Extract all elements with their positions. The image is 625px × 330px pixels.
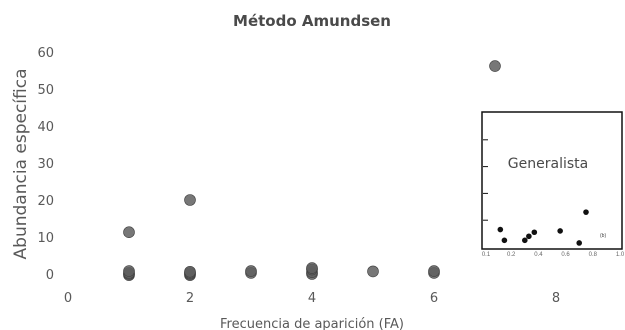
inset-x-tick-label: 0.2 xyxy=(507,252,516,258)
inset-data-point xyxy=(526,233,532,240)
inset-x-tick-label: 0.6 xyxy=(561,252,570,258)
data-point xyxy=(123,226,135,238)
x-tick-label: 8 xyxy=(552,291,560,306)
main-tick-labels: 0 10 20 30 40 50 60 0 2 4 6 8 xyxy=(37,46,560,306)
inset-x-tick-label: 1.0 xyxy=(616,252,625,258)
y-axis-label: Abundancia específica xyxy=(11,69,31,260)
data-point xyxy=(367,265,379,278)
inset-scatter-points xyxy=(497,209,589,246)
y-tick-label: 30 xyxy=(37,157,54,172)
data-point xyxy=(184,265,196,278)
inset-panel-label: (b) xyxy=(600,233,606,239)
inset-x-tick-label: 0.4 xyxy=(534,252,543,258)
inset-panel: Generalista (b) 0.1 0.2 0.4 0.6 0.8 1.0 xyxy=(481,111,625,258)
inset-data-point xyxy=(522,237,528,244)
data-point xyxy=(245,265,257,277)
inset-y-ticks xyxy=(483,139,488,221)
inset-data-point xyxy=(497,226,504,233)
inset-data-point xyxy=(583,209,589,215)
y-tick-label: 0 xyxy=(46,268,54,283)
inset-x-tick-label: 0.1 xyxy=(482,252,491,258)
inset-x-tick-label: 0.8 xyxy=(589,252,598,258)
y-tick-label: 10 xyxy=(37,231,54,246)
inset-data-point xyxy=(531,229,538,236)
inset-annotation: Generalista xyxy=(508,156,588,172)
main-scatter-points xyxy=(123,60,501,281)
inset-data-point xyxy=(501,237,508,244)
y-tick-label: 20 xyxy=(37,194,54,209)
y-tick-label: 40 xyxy=(37,120,54,135)
x-tick-label: 4 xyxy=(308,291,316,306)
inset-data-point xyxy=(557,228,563,234)
data-point xyxy=(184,194,196,206)
x-tick-label: 0 xyxy=(64,291,72,306)
inset-data-point xyxy=(576,240,582,246)
chart-title: Método Amundsen xyxy=(233,12,391,30)
inset-frame xyxy=(481,111,623,250)
x-axis-label: Frecuencia de aparición (FA) xyxy=(220,317,404,330)
x-tick-label: 6 xyxy=(430,291,438,306)
data-point xyxy=(123,265,135,277)
data-point xyxy=(428,265,440,277)
y-tick-label: 50 xyxy=(37,83,54,98)
inset-x-tick-labels: 0.1 0.2 0.4 0.6 0.8 1.0 xyxy=(482,252,625,258)
data-point xyxy=(306,262,318,274)
data-point xyxy=(489,60,501,72)
y-tick-label: 60 xyxy=(37,46,54,61)
x-tick-label: 2 xyxy=(186,291,194,306)
